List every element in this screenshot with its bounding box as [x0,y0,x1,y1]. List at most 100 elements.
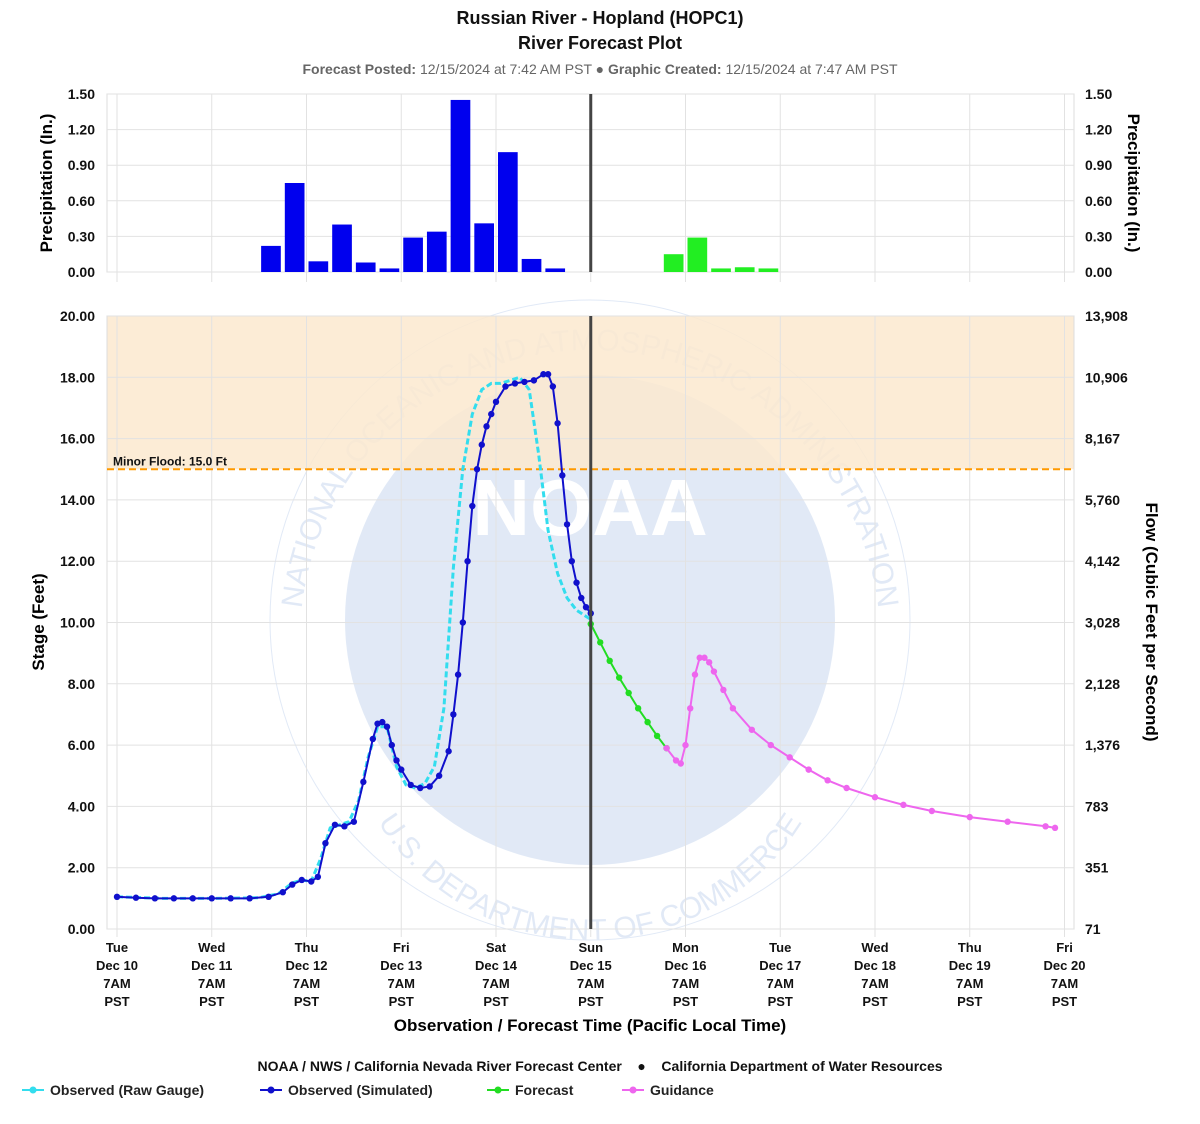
stage-ytick-left: 10.00 [60,615,95,631]
series-point [132,894,140,901]
created-label: Graphic Created: [608,61,722,77]
series-point [568,558,575,565]
credit-line: NOAA / NWS / California Nevada River For… [0,1058,1200,1074]
xtick-label: 7AM [767,976,794,991]
xtick-label: 7AM [103,976,130,991]
stage-ytick-left: 0.00 [68,921,95,937]
series-point [393,757,400,764]
xtick-label: 7AM [482,976,509,991]
xtick-label: Dec 15 [570,958,612,973]
series-point [469,502,476,510]
series-point [473,466,481,473]
xtick-label: Dec 11 [191,958,232,973]
legend-item-simulated[interactable]: Observed (Simulated) [260,1082,433,1098]
series-point [554,420,561,427]
precip-ylabel-left: Precipitation (In.) [37,114,56,253]
series-point [314,873,322,881]
series-point [786,754,793,761]
xtick-label: 7AM [577,976,604,991]
xtick-label: Fri [393,940,410,955]
series-point [417,784,424,792]
xtick-label: PST [199,994,224,1009]
xtick-label: Dec 20 [1044,958,1086,973]
created-value: 12/15/2024 at 7:47 AM PST [725,61,898,77]
series-point [1051,824,1059,832]
flow-ylabel-right: Flow (Cubic Feet per Second) [1142,503,1161,742]
series-point [767,741,774,749]
xtick-label: PST [294,994,319,1009]
precip-ytick-left: 0.90 [68,157,95,173]
xtick-label: Tue [769,940,791,955]
xtick-label: Thu [958,940,982,955]
series-point [388,741,395,749]
chart-title: Russian River - Hopland (HOPC1) [456,8,744,28]
precip-ytick-left: 1.20 [68,122,95,138]
xtick-label: 7AM [672,976,699,991]
chart-subtitle: River Forecast Plot [517,33,683,53]
series-point [331,821,339,828]
legend-item-forecast[interactable]: Forecast [487,1082,573,1098]
series-point [227,895,234,902]
series-point [928,807,936,815]
xtick-label: Sun [578,940,603,955]
xtick-label: PST [578,994,603,1009]
series-point [729,705,737,712]
series-point [113,893,121,901]
xtick-label: Dec 12 [286,958,328,973]
series-point [573,579,580,586]
series-point [483,423,490,430]
series-point [502,383,509,390]
series-point [435,772,443,779]
stage-ylabel-left: Stage (Feet) [29,573,48,670]
series-point [530,377,538,384]
stage-ytick-left: 16.00 [60,431,95,447]
series-point [189,895,196,902]
flow-ytick-right: 783 [1085,798,1109,814]
series-point [720,686,727,694]
series-point [369,735,377,743]
xtick-label: Dec 10 [96,958,138,973]
xtick-label: Tue [106,940,128,955]
stage-ytick-left: 18.00 [60,369,95,385]
precip-bar [450,99,471,272]
precip-bar [498,152,518,272]
series-point [559,472,566,479]
watermark-ring [269,299,911,941]
legend-item-raw-gauge[interactable]: Observed (Raw Gauge) [22,1082,204,1098]
series-point [298,876,305,884]
xtick-label: 7AM [1051,976,1078,991]
precip-bar [261,245,281,272]
stage-ytick-left: 8.00 [68,676,95,692]
precip-ytick-right: 1.50 [1085,86,1112,102]
xtick-label: Dec 19 [949,958,991,973]
series-point [341,823,348,830]
series-point [644,718,651,726]
xtick-label: PST [483,994,508,1009]
series-point [450,711,457,718]
stage-ytick-left: 6.00 [68,737,95,753]
legend-label: Observed (Simulated) [288,1082,433,1098]
forecast-timestamps: Forecast Posted: 12/15/2024 at 7:42 AM P… [0,61,1200,77]
precip-bar [758,268,779,272]
series-point [701,654,708,661]
series-point [563,521,571,528]
precip-bar [734,267,755,272]
xtick-label: PST [1052,994,1077,1009]
series-point [265,893,272,901]
legend-marker-icon [487,1086,509,1094]
series-point [843,784,850,792]
minor-flood-label: Minor Flood: 15.0 Ft [113,454,227,468]
series-point [871,794,879,801]
precip-bar [403,237,423,272]
precip-ytick-right: 1.20 [1085,122,1112,138]
flow-ytick-right: 4,142 [1085,553,1120,569]
xtick-label: 7AM [861,976,888,991]
credit-left: NOAA / NWS / California Nevada River For… [257,1058,622,1074]
series-point [653,732,661,740]
series-point [426,783,433,790]
xtick-label: 7AM [198,976,225,991]
legend-item-guidance[interactable]: Guidance [622,1082,714,1098]
x-axis-title: Observation / Forecast Time (Pacific Loc… [394,1016,786,1035]
xtick-label: Dec 13 [380,958,422,973]
